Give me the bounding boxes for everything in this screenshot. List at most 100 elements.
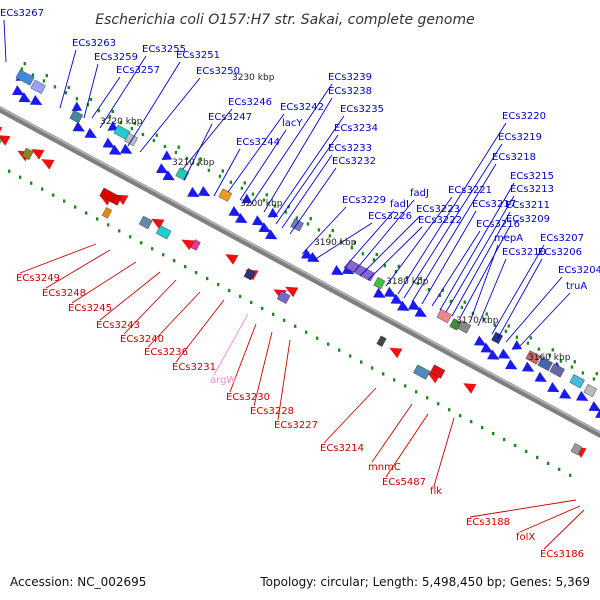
gene-label[interactable]: ECs3234: [334, 123, 378, 134]
scale-tick: [106, 223, 110, 227]
scale-tick: [394, 270, 398, 274]
gene-label[interactable]: folX: [516, 532, 535, 543]
scale-tick: [436, 402, 440, 406]
gene-label[interactable]: ECs3215: [510, 171, 554, 182]
scale-tick: [309, 217, 312, 221]
gene-label[interactable]: ECs3249: [16, 273, 60, 284]
gene-label[interactable]: ECs3214: [320, 443, 364, 454]
gene-label[interactable]: ECs3228: [250, 406, 294, 417]
gene-label[interactable]: ECs3233: [328, 143, 372, 154]
gene-label[interactable]: ECs3221: [448, 185, 492, 196]
gene-label[interactable]: ECs3220: [502, 111, 546, 122]
gene-label[interactable]: ECs3223: [416, 204, 460, 215]
forward-gene-arrow: [162, 170, 175, 181]
gene-block: [99, 187, 122, 206]
scale-tick: [64, 91, 68, 95]
gene-label[interactable]: fadI: [390, 199, 409, 210]
scale-tick: [370, 366, 374, 370]
gene-label[interactable]: ECs3263: [72, 38, 116, 49]
gene-label[interactable]: ECs3207: [540, 233, 584, 244]
gene-label[interactable]: ECs3186: [540, 549, 584, 560]
gene-label[interactable]: fadJ: [410, 188, 429, 199]
gene-label[interactable]: ECs3210: [502, 247, 546, 258]
scale-tick: [447, 408, 451, 412]
reverse-gene-arrow: [31, 149, 45, 160]
gene-label[interactable]: ECs3235: [340, 104, 384, 115]
gene-label[interactable]: ECs3267: [0, 8, 44, 19]
gene-label[interactable]: ECs3222: [418, 215, 462, 226]
gene-label[interactable]: ECs3204: [558, 265, 600, 276]
label-line: [469, 499, 577, 518]
reverse-gene-arrow: [0, 127, 3, 132]
forward-gene-arrow: [29, 94, 43, 106]
gene-label[interactable]: ECs3217: [472, 199, 516, 210]
gene-label[interactable]: mepA: [494, 233, 523, 244]
scale-tick: [284, 210, 288, 214]
gene-label[interactable]: ECs3231: [172, 362, 216, 373]
gene-label[interactable]: ECs3243: [96, 320, 140, 331]
scale-tick: [546, 461, 550, 465]
scale-tick: [595, 372, 598, 376]
gene-label[interactable]: truA: [566, 281, 587, 292]
scale-tick: [40, 187, 44, 191]
scale-tick: [392, 378, 396, 382]
gene-label[interactable]: ECs3232: [332, 156, 376, 167]
scale-tick: [361, 252, 365, 256]
scale-tick: [177, 145, 180, 149]
gene-label[interactable]: ECs3236: [144, 347, 188, 358]
forward-gene-arrow: [397, 300, 410, 311]
gene-label[interactable]: ECs3250: [196, 66, 240, 77]
forward-gene-arrow: [187, 186, 200, 198]
label-line: [99, 55, 147, 129]
scale-tick: [372, 258, 376, 262]
gene-label[interactable]: ECs3213: [510, 184, 554, 195]
gene-label[interactable]: ECs3259: [94, 52, 138, 63]
label-line: [253, 331, 273, 407]
gene-label[interactable]: ECs5487: [382, 477, 426, 488]
gene-label[interactable]: mnmC: [368, 462, 401, 473]
gene-label[interactable]: flk: [430, 486, 442, 497]
scale-tick: [218, 174, 222, 178]
gene-label[interactable]: ECs3230: [226, 392, 270, 403]
scale-tick: [67, 85, 70, 90]
gene-label[interactable]: argW: [210, 375, 236, 386]
gene-label[interactable]: ECs3244: [236, 137, 280, 148]
gene-label[interactable]: ECs3209: [506, 214, 550, 225]
gene-label[interactable]: lacY: [282, 118, 303, 129]
gene-label[interactable]: ECs3255: [142, 44, 186, 55]
gene-label[interactable]: ECs3227: [274, 420, 318, 431]
gene-label[interactable]: ECs3219: [498, 132, 542, 143]
gene-label[interactable]: ECs3239: [328, 72, 372, 83]
scale-tick: [353, 240, 356, 245]
gene-label[interactable]: ECs3206: [538, 247, 582, 258]
scale-tick: [141, 132, 145, 137]
gene-label[interactable]: ECs3251: [176, 50, 220, 61]
forward-gene-arrow: [414, 306, 427, 317]
gene-label[interactable]: ECs3246: [228, 97, 272, 108]
forward-gene-arrow: [575, 390, 589, 401]
scale-tick: [238, 294, 242, 299]
gene-label[interactable]: ECs3226: [368, 211, 412, 222]
gene-label[interactable]: ECs3247: [208, 112, 252, 123]
gene-label[interactable]: ECs3211: [506, 200, 550, 211]
label-line: [411, 163, 497, 303]
label-line: [397, 122, 507, 295]
gene-label[interactable]: ECs3229: [342, 195, 386, 206]
gene-label[interactable]: ECs3188: [466, 517, 510, 528]
gene-label[interactable]: ECs3242: [280, 102, 324, 113]
scale-tick: [326, 342, 330, 346]
scale-tick: [403, 384, 407, 388]
gene-label[interactable]: ECs3216: [476, 219, 520, 230]
scale-tick: [568, 473, 572, 477]
gene-label[interactable]: ECs3257: [116, 65, 160, 76]
scale-tick: [493, 323, 497, 327]
scale-tick: [515, 335, 519, 339]
gene-label[interactable]: ECs3238: [328, 86, 372, 97]
gene-label[interactable]: ECs3248: [42, 288, 86, 299]
gene-label[interactable]: ECs3218: [492, 152, 536, 163]
gene-label[interactable]: ECs3245: [68, 303, 112, 314]
backbone: [0, 106, 600, 438]
scale-tick: [45, 74, 48, 78]
gene-label[interactable]: ECs3240: [120, 334, 164, 345]
scale-label: 3210 kbp: [172, 158, 215, 168]
